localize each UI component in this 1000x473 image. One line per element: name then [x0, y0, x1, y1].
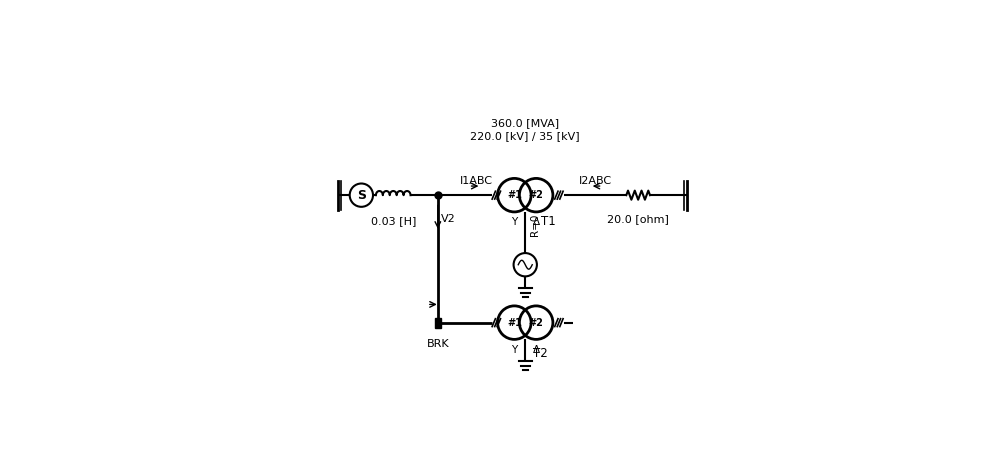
Text: I2ABC: I2ABC: [579, 175, 612, 185]
Text: Y: Y: [511, 218, 517, 228]
Text: #1: #1: [507, 318, 522, 328]
Text: T2: T2: [533, 348, 547, 360]
Text: 360.0 [MVA]
220.0 [kV] / 35 [kV]: 360.0 [MVA] 220.0 [kV] / 35 [kV]: [470, 118, 580, 141]
Text: Δ: Δ: [533, 218, 540, 228]
Text: R=0: R=0: [530, 213, 540, 236]
Text: 20.0 [ohm]: 20.0 [ohm]: [607, 214, 669, 224]
Text: V2: V2: [441, 214, 456, 224]
Bar: [435, 317, 441, 328]
Text: S: S: [357, 189, 366, 201]
Text: T1: T1: [541, 215, 555, 228]
Text: 0.03 [H]: 0.03 [H]: [371, 216, 416, 226]
Text: BRK: BRK: [427, 340, 449, 350]
Text: Δ: Δ: [533, 345, 540, 355]
Text: #2: #2: [529, 318, 544, 328]
Text: Y: Y: [511, 345, 517, 355]
Text: #1: #1: [507, 190, 522, 200]
Text: I1ABC: I1ABC: [459, 175, 492, 185]
Text: #2: #2: [529, 190, 544, 200]
